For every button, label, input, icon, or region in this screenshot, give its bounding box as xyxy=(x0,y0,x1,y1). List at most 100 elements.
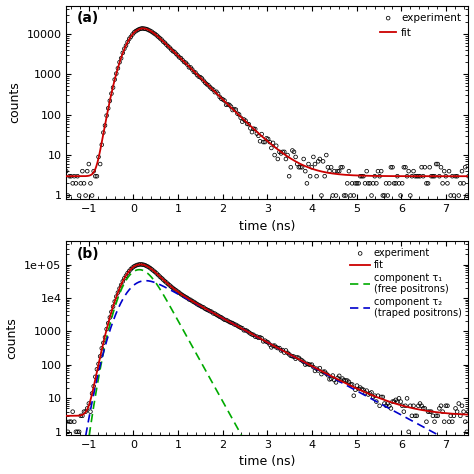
experiment xyxy=(124,269,131,277)
experiment xyxy=(338,375,346,383)
experiment xyxy=(287,164,294,171)
experiment xyxy=(281,349,288,356)
experiment xyxy=(221,316,228,324)
experiment xyxy=(263,135,270,142)
experiment xyxy=(255,334,262,342)
experiment xyxy=(423,418,430,426)
experiment xyxy=(377,393,385,401)
experiment xyxy=(321,368,328,375)
experiment xyxy=(416,400,424,407)
experiment xyxy=(153,32,161,39)
experiment xyxy=(453,408,461,415)
experiment xyxy=(93,173,100,180)
experiment xyxy=(358,385,365,393)
experiment xyxy=(134,27,141,34)
experiment xyxy=(238,118,246,126)
experiment xyxy=(103,325,110,333)
experiment xyxy=(159,276,167,283)
experiment xyxy=(411,412,419,419)
experiment xyxy=(407,402,414,410)
experiment xyxy=(415,173,422,180)
experiment xyxy=(100,129,107,137)
experiment xyxy=(140,25,147,32)
experiment xyxy=(428,408,435,415)
fit xyxy=(64,413,69,419)
experiment xyxy=(137,25,144,33)
experiment xyxy=(242,117,249,125)
experiment xyxy=(258,334,265,342)
experiment xyxy=(132,262,139,269)
experiment xyxy=(361,180,369,187)
experiment xyxy=(208,308,215,316)
experiment xyxy=(452,405,459,412)
experiment xyxy=(216,313,223,320)
experiment xyxy=(90,167,98,175)
experiment xyxy=(126,35,133,43)
experiment xyxy=(218,314,225,321)
experiment xyxy=(63,167,70,175)
experiment xyxy=(442,402,450,410)
experiment xyxy=(311,160,319,168)
experiment xyxy=(83,167,91,175)
experiment xyxy=(328,164,335,171)
experiment xyxy=(401,402,409,410)
experiment xyxy=(399,402,406,410)
experiment xyxy=(439,180,447,187)
component τ₂
(traped positrons) xyxy=(143,278,148,283)
experiment xyxy=(418,164,425,171)
fit xyxy=(465,173,471,179)
experiment xyxy=(266,341,273,348)
experiment xyxy=(63,418,70,426)
experiment xyxy=(179,56,186,64)
experiment xyxy=(243,327,251,335)
experiment xyxy=(285,173,293,180)
experiment xyxy=(164,43,172,50)
experiment xyxy=(363,387,371,394)
experiment xyxy=(72,180,80,187)
experiment xyxy=(276,148,283,155)
experiment xyxy=(153,270,161,277)
experiment xyxy=(143,26,151,33)
experiment xyxy=(393,173,401,180)
experiment xyxy=(109,303,117,310)
experiment xyxy=(410,402,417,410)
experiment xyxy=(182,293,190,301)
experiment xyxy=(201,79,209,86)
experiment xyxy=(415,402,422,410)
experiment xyxy=(447,191,455,199)
experiment xyxy=(116,285,123,292)
experiment xyxy=(190,298,198,306)
experiment xyxy=(363,167,371,175)
experiment xyxy=(373,180,380,187)
experiment xyxy=(448,173,456,180)
experiment xyxy=(206,83,214,91)
experiment xyxy=(387,405,395,412)
experiment xyxy=(345,167,353,175)
experiment xyxy=(300,358,308,365)
experiment xyxy=(403,173,411,180)
experiment xyxy=(210,310,217,317)
experiment xyxy=(393,398,401,405)
Line: component τ₂
(traped positrons): component τ₂ (traped positrons) xyxy=(66,281,468,474)
experiment xyxy=(77,412,84,419)
experiment xyxy=(368,389,375,396)
experiment xyxy=(96,160,104,168)
experiment xyxy=(183,61,191,68)
experiment xyxy=(248,331,256,338)
experiment xyxy=(366,180,374,187)
experiment xyxy=(290,353,298,360)
fit xyxy=(138,262,144,267)
experiment xyxy=(330,376,338,384)
experiment xyxy=(64,428,72,436)
fit xyxy=(137,262,142,267)
fit xyxy=(140,26,146,31)
experiment xyxy=(197,302,204,310)
experiment xyxy=(384,400,392,407)
experiment xyxy=(195,301,202,309)
fit xyxy=(394,401,400,407)
experiment xyxy=(213,88,220,96)
experiment xyxy=(332,191,340,199)
experiment xyxy=(148,28,155,36)
component τ₁
(free positrons) xyxy=(217,393,223,399)
experiment xyxy=(384,191,392,199)
